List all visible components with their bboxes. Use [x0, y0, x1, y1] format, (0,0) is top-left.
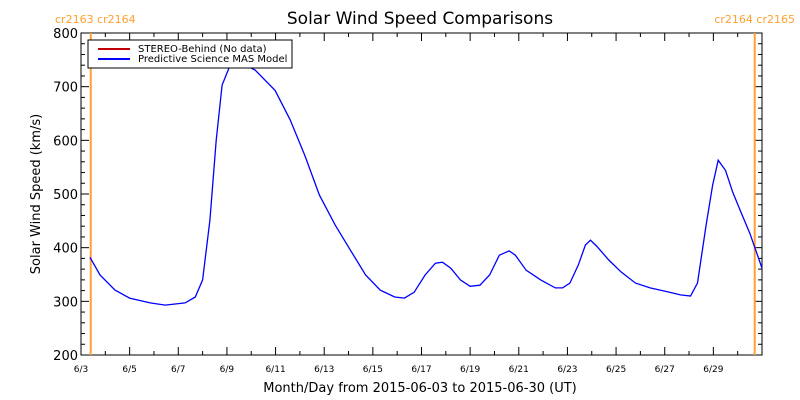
chart-title: Solar Wind Speed Comparisons — [287, 9, 553, 29]
x-tick-label: 6/7 — [171, 365, 185, 375]
x-tick-label: 6/13 — [314, 365, 334, 375]
carrington-label-right: cr2164 cr2165 — [714, 13, 795, 26]
y-tick-label: 400 — [53, 242, 78, 257]
y-tick-label: 200 — [53, 349, 78, 364]
y-tick-label: 700 — [53, 81, 78, 96]
y-tick-label: 800 — [53, 27, 78, 42]
y-tick-label: 300 — [53, 295, 78, 310]
series-line-mas-model — [89, 61, 763, 306]
legend-label-stereo: STEREO-Behind (No data) — [138, 44, 267, 55]
carrington-label-left: cr2163 cr2164 — [55, 13, 136, 26]
x-tick-label: 6/5 — [122, 365, 136, 375]
y-tick-label: 600 — [53, 134, 78, 149]
y-tick-label: 500 — [53, 188, 78, 203]
x-axis-label: Month/Day from 2015-06-03 to 2015-06-30 … — [263, 381, 576, 396]
x-tick-label: 6/19 — [460, 365, 480, 375]
x-tick-label: 6/25 — [606, 365, 626, 375]
x-tick-label: 6/9 — [220, 365, 235, 375]
legend-box — [87, 39, 293, 69]
plot-frame — [80, 32, 763, 356]
y-axis-label: Solar Wind Speed (km/s) — [29, 114, 44, 274]
x-tick-label: 6/23 — [557, 365, 577, 375]
x-tick-label: 6/17 — [411, 365, 431, 375]
x-tick-label: 6/29 — [703, 365, 723, 375]
x-tick-label: 6/21 — [509, 365, 529, 375]
legend-label-mas: Predictive Science MAS Model — [138, 54, 287, 65]
x-tick-label: 6/27 — [655, 365, 675, 375]
legend: STEREO-Behind (No data) Predictive Scien… — [87, 39, 293, 69]
x-tick-label: 6/3 — [74, 365, 88, 375]
x-tick-label: 6/11 — [265, 365, 285, 375]
x-tick-label: 6/15 — [363, 365, 383, 375]
